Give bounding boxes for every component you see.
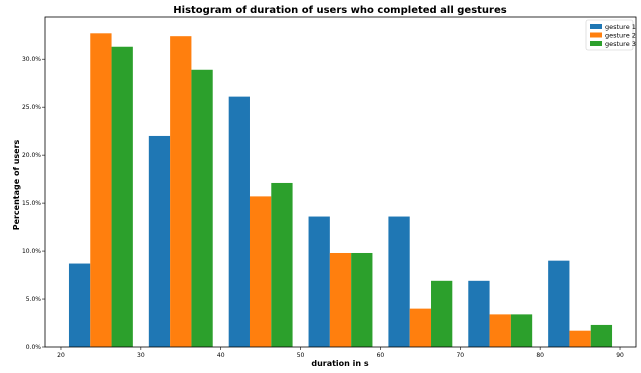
legend-label-gesture-1: gesture 1 (605, 23, 636, 31)
bar-gesture-3-bin-4 (431, 280, 453, 347)
bar-gesture-3-bin-3 (351, 252, 373, 347)
bar-gesture-2-bin-6 (569, 330, 591, 347)
bar-gesture-1-bin-5 (468, 280, 490, 347)
x-tick-label: 90 (616, 352, 624, 359)
bar-gesture-3-bin-1 (191, 69, 213, 347)
bar-gesture-2-bin-2 (249, 196, 272, 347)
y-tick-label: 30.0% (22, 56, 41, 63)
legend-label-gesture-3: gesture 3 (605, 40, 636, 48)
x-tick-label: 40 (217, 352, 225, 359)
x-axis-title: duration in s (311, 359, 369, 368)
y-tick-label: 25.0% (22, 104, 41, 111)
x-tick-label: 70 (456, 352, 464, 359)
y-tick-label: 5.0% (26, 296, 42, 303)
bar-gesture-1-bin-1 (148, 135, 171, 347)
y-tick-label: 0.0% (26, 344, 42, 351)
chart-title: Histogram of duration of users who compl… (173, 5, 506, 16)
x-tick-label: 20 (57, 352, 65, 359)
bar-gesture-1-bin-2 (228, 96, 250, 347)
x-tick-label: 80 (536, 352, 544, 359)
plot-frame (44, 16, 637, 348)
bar-gesture-2-bin-4 (409, 308, 432, 347)
y-tick-label: 10.0% (22, 248, 41, 255)
bar-gesture-2-bin-1 (170, 36, 192, 348)
legend-label-gesture-2: gesture 2 (605, 31, 636, 39)
bar-gesture-2-bin-5 (489, 314, 511, 347)
bar-gesture-3-bin-6 (590, 324, 613, 347)
y-axis-title: Percentage of users (12, 139, 21, 230)
x-tick-label: 60 (377, 352, 385, 359)
bar-gesture-3-bin-5 (510, 314, 533, 347)
bar-gesture-1-bin-4 (388, 216, 410, 347)
bar-gesture-1-bin-0 (68, 263, 91, 347)
bar-gesture-3-bin-2 (271, 182, 293, 347)
legend-swatch-gesture-1 (590, 24, 602, 29)
x-tick-label: 30 (137, 352, 145, 359)
bar-gesture-1-bin-3 (308, 216, 330, 347)
bar-gesture-3-bin-0 (111, 46, 133, 347)
bar-gesture-1-bin-6 (548, 260, 570, 347)
y-tick-label: 20.0% (22, 152, 41, 159)
legend-swatch-gesture-3 (590, 41, 602, 46)
bar-gesture-2-bin-0 (90, 33, 112, 348)
x-tick-label: 50 (297, 352, 305, 359)
legend-swatch-gesture-2 (590, 32, 602, 38)
y-tick-label: 15.0% (22, 200, 41, 207)
plot-area: 20 30 40 50 60 70 80 90 0.0% 5.0% 10.0% 15.0% 20.0% 2… (22, 16, 637, 359)
bar-gesture-2-bin-3 (329, 252, 352, 347)
